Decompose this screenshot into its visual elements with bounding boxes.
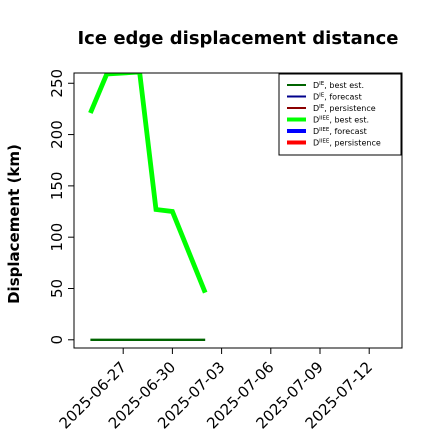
y-tick-label: 150: [48, 172, 66, 201]
legend-entry: DIIEE, persistence: [313, 139, 381, 148]
legend-entry: DIE, best est.: [313, 81, 364, 90]
legend-entry: DIIEE, forecast: [313, 127, 367, 136]
y-tick-label: 100: [48, 223, 66, 252]
y-axis-label: Displacement (km): [5, 144, 23, 304]
y-tick-label: 250: [48, 69, 66, 98]
legend: DIE, best est. DIE, forecast DIE, persiste…: [278, 73, 402, 156]
legend-entry: DIE, forecast: [313, 93, 362, 102]
y-tick-label: 0: [48, 335, 66, 345]
series-line-3: [88, 73, 208, 294]
chart-title: Ice edge displacement distance: [77, 28, 398, 49]
legend-entry: DIIEE, best est.: [313, 116, 369, 125]
y-tick-label: 50: [48, 279, 66, 298]
plot-frame: [73, 72, 403, 349]
y-tick-label: 200: [48, 120, 66, 149]
legend-entry: DIE, persistence: [313, 104, 376, 113]
